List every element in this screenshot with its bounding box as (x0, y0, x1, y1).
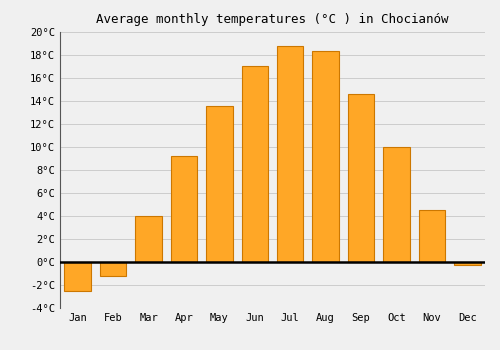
Bar (277, 47, 303, 262)
Bar (136, 216, 162, 262)
Bar (312, 51, 339, 262)
Title: Average monthly temperatures (°C ) in Chocianów: Average monthly temperatures (°C ) in Ch… (96, 13, 449, 26)
Bar (348, 94, 374, 262)
Bar (454, 262, 480, 265)
Bar (100, 262, 126, 276)
Bar (64, 262, 91, 291)
Bar (170, 156, 197, 262)
Bar (418, 210, 445, 262)
Bar (242, 66, 268, 262)
Bar (383, 147, 409, 262)
Bar (206, 106, 233, 262)
